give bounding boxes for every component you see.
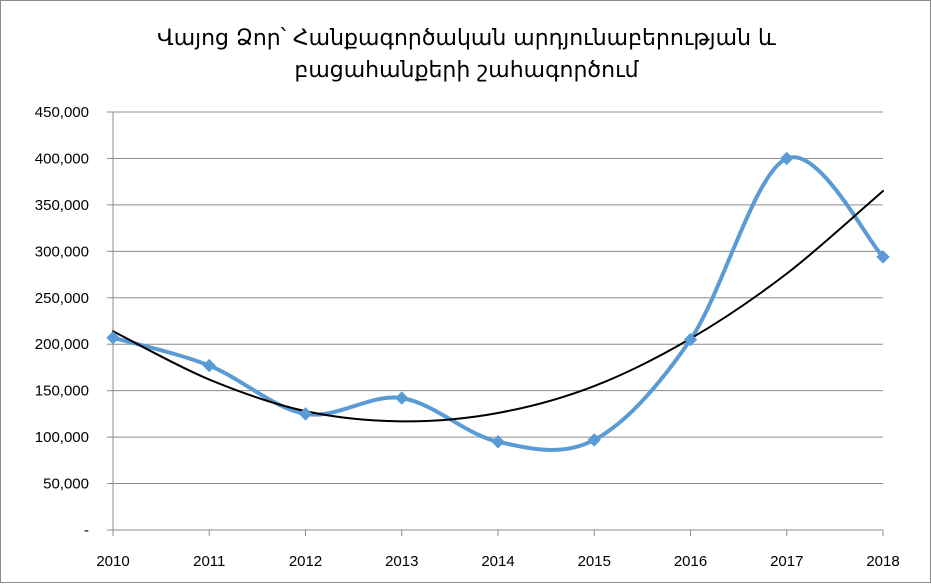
data-point-marker xyxy=(876,250,890,264)
chart-title-line-2: բացահանքերի շահագործում xyxy=(294,58,639,83)
chart-title-line-1: Վայոց Ձոր՝ Հանքագործական արդյունաբերությ… xyxy=(157,26,776,51)
y-tick-label: 350,000 xyxy=(35,197,89,214)
y-tick-label: 50,000 xyxy=(43,476,89,493)
x-tick-label: 2012 xyxy=(289,553,322,570)
x-tick-label: 2014 xyxy=(481,553,514,570)
series-markers xyxy=(106,151,890,449)
y-tick-label: 150,000 xyxy=(35,383,89,400)
x-tick-label: 2015 xyxy=(578,553,611,570)
chart-title: Վայոց Ձոր՝ Հանքագործական արդյունաբերությ… xyxy=(1,23,931,87)
y-tick-label: 300,000 xyxy=(35,243,89,260)
x-tick-label: 2018 xyxy=(866,553,899,570)
y-tick-labels: - 50,000 100,000 150,000 200,000 250,000 300,0… xyxy=(35,104,89,539)
x-tick-labels: 2010 2011 2012 2013 2014 2015 2016 2017 2018 xyxy=(96,553,899,570)
y-tick-label: - xyxy=(84,522,89,539)
series-lines xyxy=(111,155,885,452)
y-tick-label: 400,000 xyxy=(35,150,89,167)
y-tick-label: 250,000 xyxy=(35,290,89,307)
gridlines xyxy=(113,111,883,485)
y-tick-label: 450,000 xyxy=(35,104,89,121)
data-point-marker xyxy=(683,332,698,347)
data-point-marker xyxy=(780,151,794,166)
data-point-marker xyxy=(395,391,409,405)
data-point-marker xyxy=(202,358,216,373)
data-point-marker xyxy=(587,433,601,447)
x-tick-label: 2011 xyxy=(193,553,225,570)
x-tick-label: 2017 xyxy=(770,553,803,570)
y-tick-label: 100,000 xyxy=(35,429,89,446)
x-tick-label: 2016 xyxy=(674,553,707,570)
axes xyxy=(107,111,884,536)
x-tick-label: 2013 xyxy=(385,553,418,570)
data-point-marker xyxy=(298,407,313,421)
data-point-marker xyxy=(106,331,120,345)
x-tick-label: 2010 xyxy=(96,553,129,570)
data-point-marker xyxy=(491,435,505,449)
series-line xyxy=(111,155,885,452)
trendline xyxy=(112,189,884,423)
y-tick-label: 200,000 xyxy=(35,336,89,353)
